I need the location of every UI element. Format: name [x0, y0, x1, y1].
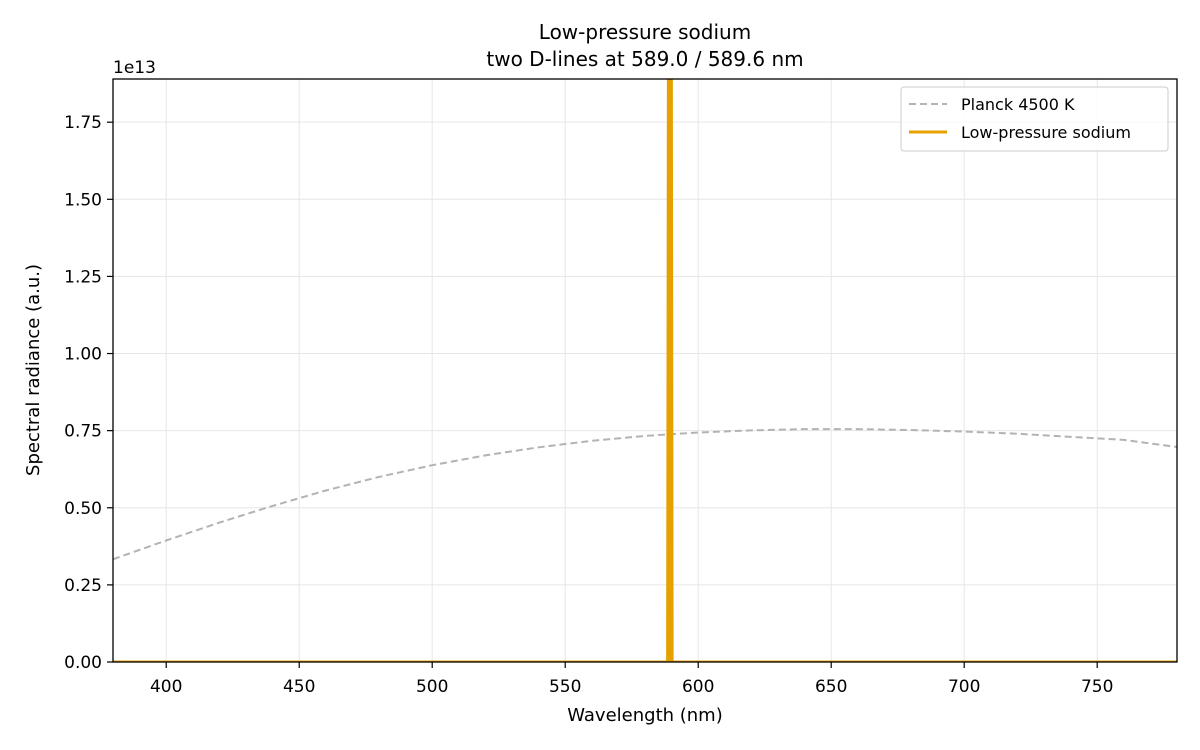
- x-tick-label: 550: [549, 677, 581, 697]
- grid: [113, 79, 1177, 663]
- chart-title: Low-pressure sodium: [539, 20, 751, 44]
- x-axis: 400 450 500 550 600 650 700 750: [150, 662, 1113, 697]
- x-tick-label: 600: [682, 677, 714, 697]
- legend-label-sodium: Low-pressure sodium: [961, 123, 1131, 142]
- series-line-sodium: [113, 79, 1177, 662]
- y-tick-label: 0.25: [64, 576, 102, 596]
- chart-subtitle: two D-lines at 589.0 / 589.6 nm: [486, 47, 803, 71]
- x-tick-label: 650: [815, 677, 847, 697]
- plot-frame: [112, 78, 1178, 663]
- y-offset-label: 1e13: [113, 58, 156, 78]
- y-tick-label: 1.75: [64, 113, 102, 133]
- x-tick-label: 700: [948, 677, 980, 697]
- y-axis: 0.00 0.25 0.50 0.75 1.00 1.25 1.50 1.75: [64, 113, 113, 673]
- series-group: [113, 79, 1177, 662]
- y-tick-label: 1.00: [64, 345, 102, 365]
- x-tick-label: 400: [150, 677, 182, 697]
- legend-label-planck: Planck 4500 K: [961, 95, 1075, 114]
- y-tick-label: 0.75: [64, 422, 102, 442]
- x-tick-label: 500: [416, 677, 448, 697]
- y-tick-label: 1.50: [64, 190, 102, 210]
- x-axis-label: Wavelength (nm): [567, 705, 723, 726]
- y-axis-label: Spectral radiance (a.u.): [23, 264, 44, 476]
- legend-box: [900, 86, 1169, 152]
- x-tick-label: 750: [1081, 677, 1113, 697]
- x-tick-label: 450: [283, 677, 315, 697]
- y-tick-label: 0.50: [64, 499, 102, 519]
- y-tick-label: 1.25: [64, 267, 102, 287]
- y-tick-label: 0.00: [64, 653, 102, 673]
- series-line-planck: [113, 428, 1177, 561]
- legend: Planck 4500 K Low-pressure sodium: [900, 86, 1169, 152]
